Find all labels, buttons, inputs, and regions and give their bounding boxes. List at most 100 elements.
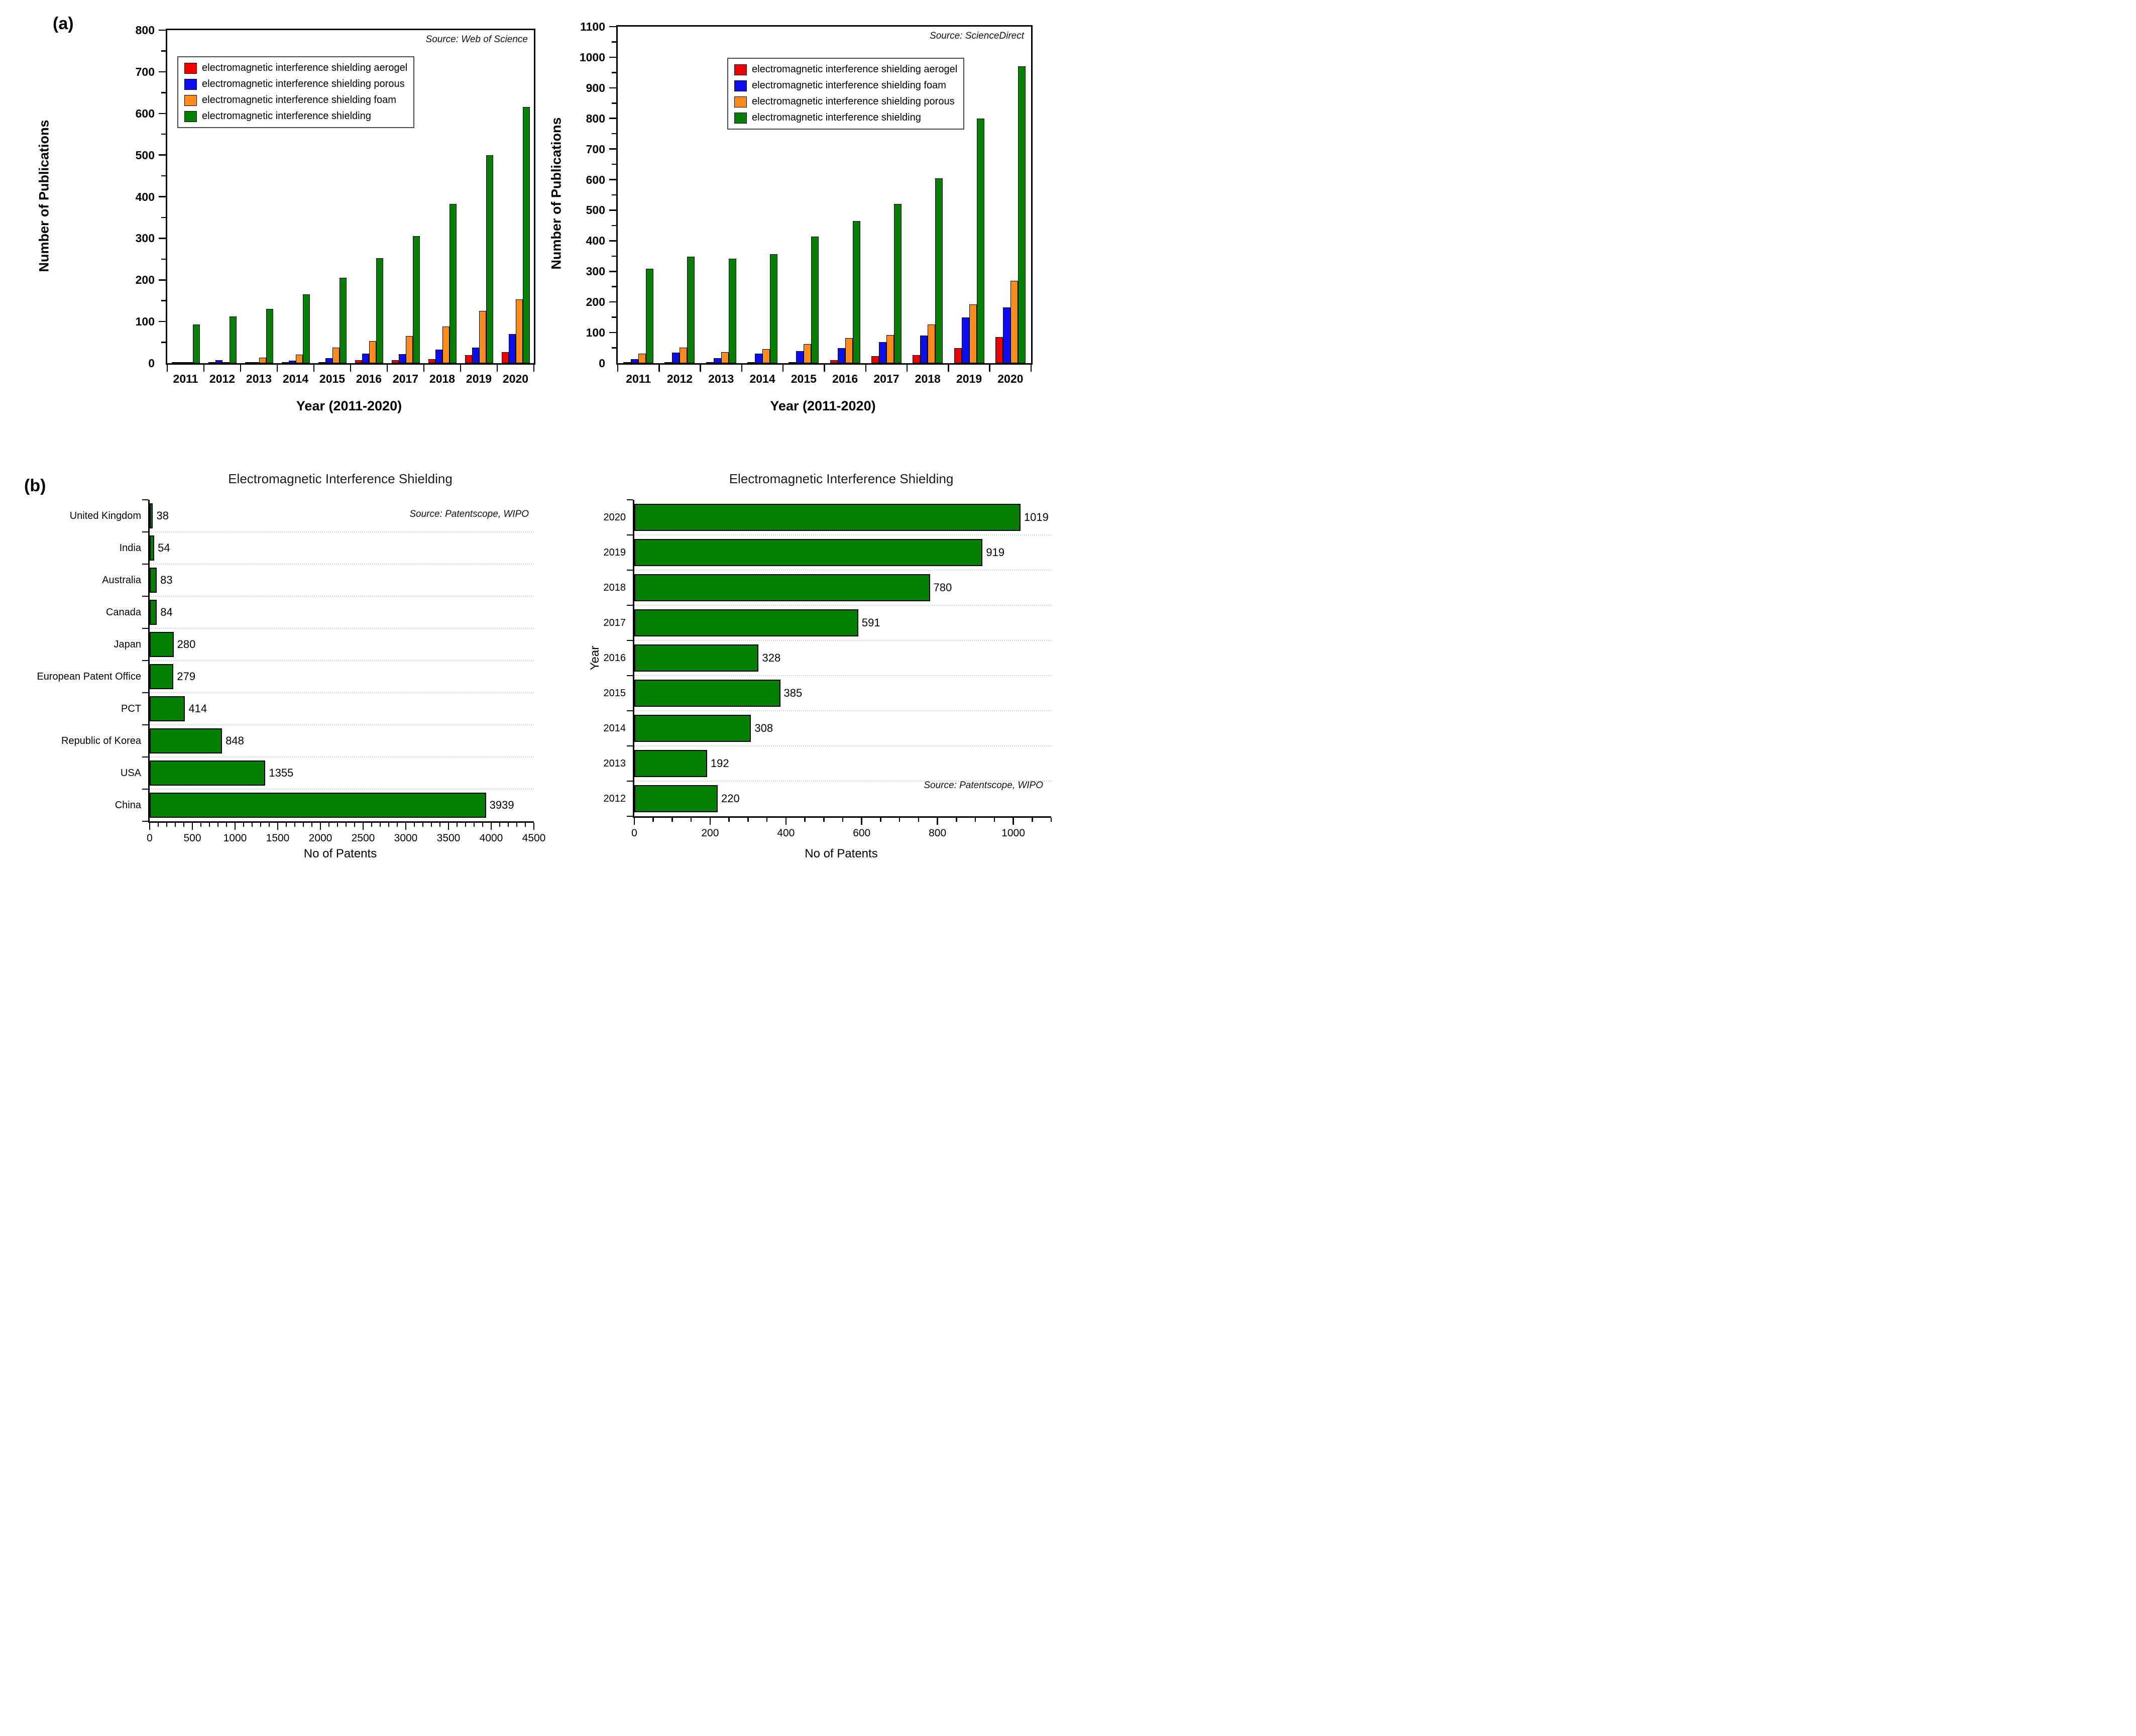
x-axis-tick bbox=[396, 823, 398, 827]
x-axis-tick bbox=[203, 365, 205, 372]
x-axis-tick bbox=[354, 823, 356, 827]
bar-usa bbox=[150, 761, 266, 786]
y-axis-tick bbox=[612, 286, 616, 287]
y-axis-tick bbox=[609, 87, 616, 89]
x-axis-tick bbox=[166, 365, 168, 372]
y-axis-tick bbox=[609, 209, 616, 211]
bar-shielding-2017 bbox=[893, 204, 902, 363]
x-axis-tick-label: 2012 bbox=[209, 372, 236, 385]
x-axis-tick bbox=[251, 823, 253, 827]
y-axis-tick bbox=[627, 780, 633, 782]
legend-label: electromagnetic interference shielding bbox=[752, 112, 921, 123]
y-axis-tick-label: 500 bbox=[586, 203, 605, 217]
y-axis-tick-label: 400 bbox=[135, 190, 155, 203]
bar-shielding-2011 bbox=[192, 324, 200, 363]
legend-swatch-red-icon bbox=[184, 62, 197, 74]
legend-item-aerogel: electromagnetic interference shielding a… bbox=[734, 63, 957, 76]
bar-porous-2020 bbox=[1010, 280, 1018, 363]
bar-aerogel-2013 bbox=[706, 362, 714, 363]
y-axis-tick bbox=[142, 595, 148, 597]
x-axis-tick bbox=[937, 818, 938, 825]
bar-aerogel-2013 bbox=[245, 362, 252, 363]
x-axis-tick-label: 0 bbox=[147, 832, 153, 844]
y-axis-tick bbox=[609, 332, 616, 334]
bar-shielding-2016 bbox=[376, 258, 383, 363]
bar-value-label: 848 bbox=[226, 734, 244, 747]
y-axis-tick bbox=[612, 41, 616, 43]
x-axis-tick-label: 2018 bbox=[915, 372, 941, 385]
x-axis-tick bbox=[379, 823, 381, 827]
patents-by-country-title: Electromagnetic Interference Shielding bbox=[228, 471, 453, 486]
bar-porous-2011 bbox=[638, 353, 646, 363]
bar-value-label: 1355 bbox=[269, 767, 294, 779]
bar-shielding-2014 bbox=[770, 254, 778, 363]
y-axis-tick bbox=[609, 240, 616, 242]
x-axis-tick-label: 1000 bbox=[1001, 827, 1025, 839]
y-axis-tick bbox=[612, 347, 616, 349]
bar-value-label: 3939 bbox=[489, 799, 514, 811]
y-axis-tick-label: 200 bbox=[586, 295, 605, 309]
bar-value-label: 919 bbox=[986, 546, 1005, 559]
bar-shielding-2013 bbox=[266, 309, 273, 363]
bar-2015 bbox=[634, 679, 780, 707]
y-axis-tick-label: 700 bbox=[135, 65, 155, 78]
x-axis-tick bbox=[1013, 818, 1014, 825]
y-axis-category-label: 2020 bbox=[603, 512, 626, 523]
patents-by-country-x-axis-title: No of Patents bbox=[303, 847, 377, 860]
x-axis-tick bbox=[804, 818, 806, 822]
row-gridline bbox=[150, 692, 534, 693]
x-axis-tick bbox=[371, 823, 373, 827]
x-axis-tick-label: 2016 bbox=[356, 372, 382, 385]
bar-aerogel-2019 bbox=[954, 348, 962, 363]
x-axis-tick bbox=[243, 823, 245, 827]
y-axis-tick-label: 500 bbox=[135, 148, 155, 162]
bar-foam-2011 bbox=[631, 359, 639, 363]
x-axis-tick bbox=[345, 823, 347, 827]
bar-aerogel-2020 bbox=[501, 352, 509, 363]
x-axis-tick bbox=[208, 823, 210, 827]
y-axis-category-label: 2015 bbox=[603, 688, 626, 699]
bar-aerogel-2011 bbox=[623, 362, 631, 363]
bar-value-label: 328 bbox=[762, 652, 781, 664]
bar-canada bbox=[150, 600, 157, 625]
bar-shielding-2020 bbox=[522, 106, 530, 363]
y-axis-tick bbox=[612, 102, 616, 104]
bar-shielding-2017 bbox=[412, 236, 420, 363]
bar-shielding-2011 bbox=[646, 269, 654, 363]
y-axis-tick-label: 600 bbox=[586, 173, 605, 186]
bar-aerogel-2018 bbox=[428, 359, 435, 363]
y-axis-tick bbox=[627, 710, 633, 712]
row-gridline bbox=[634, 675, 1051, 676]
bar-value-label: 308 bbox=[754, 722, 773, 734]
bar-value-label: 83 bbox=[160, 574, 173, 586]
bar-aerogel-2017 bbox=[871, 356, 879, 363]
y-axis-tick bbox=[159, 320, 166, 322]
bar-china bbox=[150, 793, 486, 818]
bar-value-label: 192 bbox=[710, 757, 729, 770]
x-axis-tick-label: 2016 bbox=[832, 372, 858, 385]
y-axis-category-label: Australia bbox=[102, 575, 141, 586]
x-axis-tick bbox=[842, 818, 844, 822]
x-axis-tick bbox=[1030, 365, 1032, 372]
bar-aerogel-2011 bbox=[171, 362, 179, 363]
y-axis-tick bbox=[612, 194, 616, 196]
x-axis-tick bbox=[473, 823, 475, 827]
x-axis-tick bbox=[974, 818, 976, 822]
bar-value-label: 780 bbox=[933, 581, 952, 594]
y-axis-tick bbox=[159, 196, 166, 197]
x-axis-tick bbox=[1032, 818, 1033, 822]
bar-republic-of-korea bbox=[150, 728, 222, 753]
x-axis-tick-label: 4000 bbox=[479, 832, 503, 844]
x-axis-tick bbox=[166, 823, 168, 827]
sciencedirect-plot-area: 0 100 200 300 400 500 600 700 800 900 1000 1100 2011… bbox=[580, 21, 1033, 385]
bar-aerogel-2016 bbox=[830, 360, 838, 363]
x-axis-tick-label: 2014 bbox=[282, 372, 309, 385]
bar-shielding-2019 bbox=[486, 155, 493, 363]
bar-porous-2019 bbox=[969, 304, 977, 363]
wos-x-axis-title: Year (2011-2020) bbox=[296, 398, 402, 413]
x-axis-tick bbox=[226, 823, 228, 827]
x-axis-tick bbox=[993, 818, 995, 822]
y-axis-tick bbox=[612, 225, 616, 227]
bar-shielding-2015 bbox=[339, 278, 347, 363]
y-axis-category-label: European Patent Office bbox=[37, 671, 141, 682]
